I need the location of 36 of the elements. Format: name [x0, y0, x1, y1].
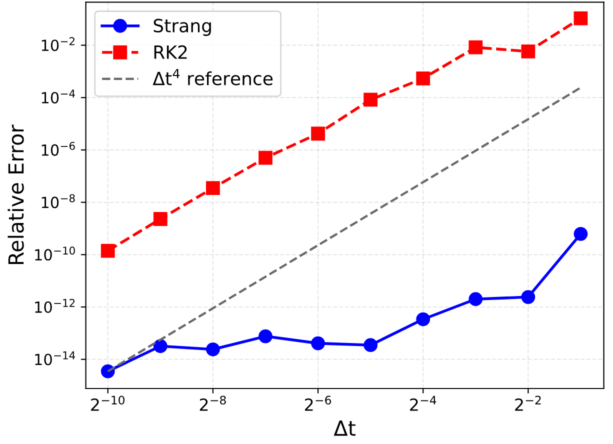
point [416, 312, 430, 326]
y-axis-title: Relative Error [8, 124, 24, 264]
point [206, 342, 220, 356]
x-tick-label: 2$^{−8}$ [200, 396, 226, 411]
y-tick-label: 10$^{−8}$ [42, 194, 75, 208]
point [153, 212, 168, 226]
x-tick-label: 2$^{−10}$ [91, 396, 124, 411]
point [468, 292, 483, 306]
x-tick-label: 2$^{−2}$ [515, 396, 541, 411]
legend-label: RK2 [154, 45, 187, 59]
x-tick-label: 2$^{−4}$ [410, 396, 436, 411]
y-tick-label: 10$^{−12}$ [35, 298, 75, 313]
y-tick-label: 10$^{−10}$ [35, 246, 75, 261]
x-axis-title: Δt [334, 420, 356, 436]
point [364, 92, 378, 107]
legend-label: Δt$^{4}$ reference [152, 68, 273, 86]
x-tick-label: 2$^{−6}$ [305, 396, 332, 411]
point [311, 126, 325, 141]
point [100, 244, 115, 258]
point [153, 339, 168, 354]
point [206, 181, 220, 195]
point [574, 226, 588, 241]
point [258, 150, 272, 165]
point [311, 336, 325, 350]
y-tick-label: 10$^{−4}$ [42, 90, 75, 104]
point [521, 290, 536, 304]
y-tick-label: 10$^{−6}$ [42, 142, 75, 156]
legend-label: Strang [154, 18, 211, 36]
point [364, 338, 378, 352]
y-tick-label: 10$^{−2}$ [42, 37, 74, 52]
point [574, 11, 588, 26]
point [521, 44, 536, 58]
point [416, 71, 430, 86]
y-tick-label: 10$^{−14}$ [35, 351, 76, 366]
point [258, 329, 272, 344]
point [468, 40, 483, 54]
